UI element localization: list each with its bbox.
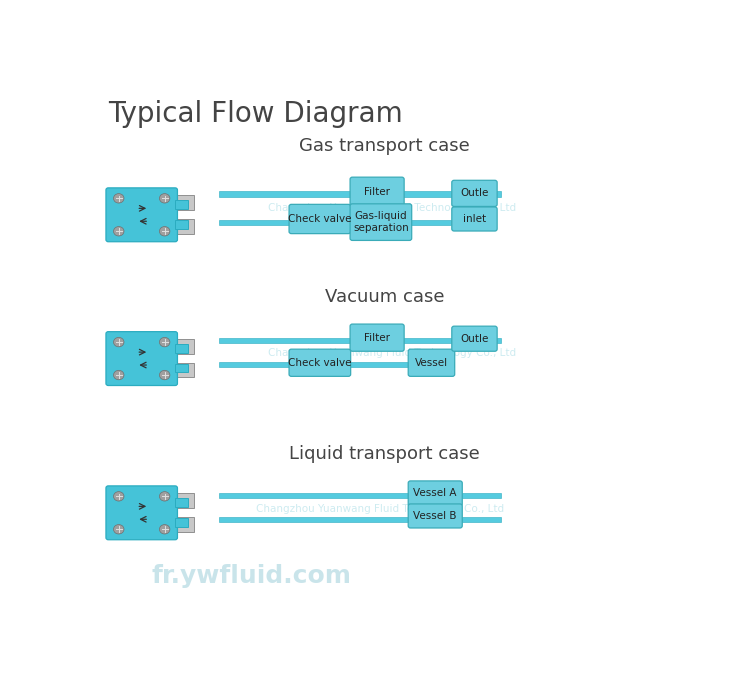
Circle shape bbox=[160, 227, 170, 236]
Bar bbox=[138, 339, 194, 354]
Text: Changzhou Yuanwang Fluid Technology Co., Ltd: Changzhou Yuanwang Fluid Technology Co.,… bbox=[268, 203, 516, 213]
Bar bbox=[219, 191, 501, 196]
Text: Vessel B: Vessel B bbox=[413, 511, 457, 521]
FancyBboxPatch shape bbox=[408, 504, 462, 528]
FancyBboxPatch shape bbox=[452, 326, 497, 351]
Bar bbox=[219, 493, 501, 498]
Bar bbox=[219, 362, 454, 367]
Bar bbox=[138, 195, 194, 210]
FancyBboxPatch shape bbox=[106, 331, 178, 386]
FancyBboxPatch shape bbox=[408, 349, 454, 376]
Bar bbox=[138, 363, 194, 378]
Bar bbox=[175, 200, 188, 209]
Text: Changzhou Yuanwang Fluid Technology Co., Ltd: Changzhou Yuanwang Fluid Technology Co.,… bbox=[256, 504, 505, 514]
Circle shape bbox=[113, 194, 124, 203]
Bar bbox=[175, 344, 188, 352]
FancyBboxPatch shape bbox=[106, 188, 178, 242]
FancyBboxPatch shape bbox=[289, 204, 351, 234]
Circle shape bbox=[113, 227, 124, 236]
Circle shape bbox=[113, 370, 124, 380]
FancyBboxPatch shape bbox=[289, 349, 351, 376]
Text: Gas transport case: Gas transport case bbox=[299, 136, 470, 155]
Text: Liquid transport case: Liquid transport case bbox=[289, 445, 480, 463]
Text: Filter: Filter bbox=[364, 333, 390, 343]
Bar bbox=[175, 518, 188, 527]
FancyBboxPatch shape bbox=[452, 181, 497, 206]
Text: Vessel A: Vessel A bbox=[413, 488, 457, 498]
FancyBboxPatch shape bbox=[106, 486, 178, 540]
Text: Vacuum case: Vacuum case bbox=[325, 289, 444, 306]
Text: Outle: Outle bbox=[460, 188, 489, 198]
Bar bbox=[138, 219, 194, 234]
Circle shape bbox=[160, 194, 170, 203]
Text: Changzhou Yuanwang Fluid Technology Co., Ltd: Changzhou Yuanwang Fluid Technology Co.,… bbox=[268, 348, 516, 359]
FancyBboxPatch shape bbox=[452, 207, 497, 231]
Text: Typical Flow Diagram: Typical Flow Diagram bbox=[108, 100, 403, 128]
Bar bbox=[219, 517, 501, 522]
Circle shape bbox=[113, 337, 124, 347]
Text: Outle: Outle bbox=[460, 333, 489, 344]
Text: inlet: inlet bbox=[463, 214, 486, 224]
Text: Check valve: Check valve bbox=[288, 214, 352, 224]
Text: fr.ywfluid.com: fr.ywfluid.com bbox=[152, 564, 352, 587]
FancyBboxPatch shape bbox=[408, 481, 462, 506]
FancyBboxPatch shape bbox=[350, 204, 412, 240]
Bar bbox=[175, 364, 188, 373]
FancyBboxPatch shape bbox=[350, 177, 404, 206]
Bar bbox=[138, 517, 194, 532]
FancyBboxPatch shape bbox=[350, 324, 404, 351]
Circle shape bbox=[160, 337, 170, 347]
Text: Vessel: Vessel bbox=[415, 358, 448, 368]
Bar bbox=[175, 221, 188, 229]
Bar bbox=[219, 220, 452, 225]
Text: Check valve: Check valve bbox=[288, 358, 352, 368]
Text: Gas-liquid
separation: Gas-liquid separation bbox=[353, 211, 409, 234]
Circle shape bbox=[160, 525, 170, 534]
Bar bbox=[175, 498, 188, 507]
Circle shape bbox=[113, 525, 124, 534]
Text: Filter: Filter bbox=[364, 187, 390, 197]
Circle shape bbox=[113, 492, 124, 501]
Circle shape bbox=[160, 492, 170, 501]
Bar bbox=[219, 337, 501, 343]
Bar bbox=[138, 493, 194, 508]
Circle shape bbox=[160, 370, 170, 380]
